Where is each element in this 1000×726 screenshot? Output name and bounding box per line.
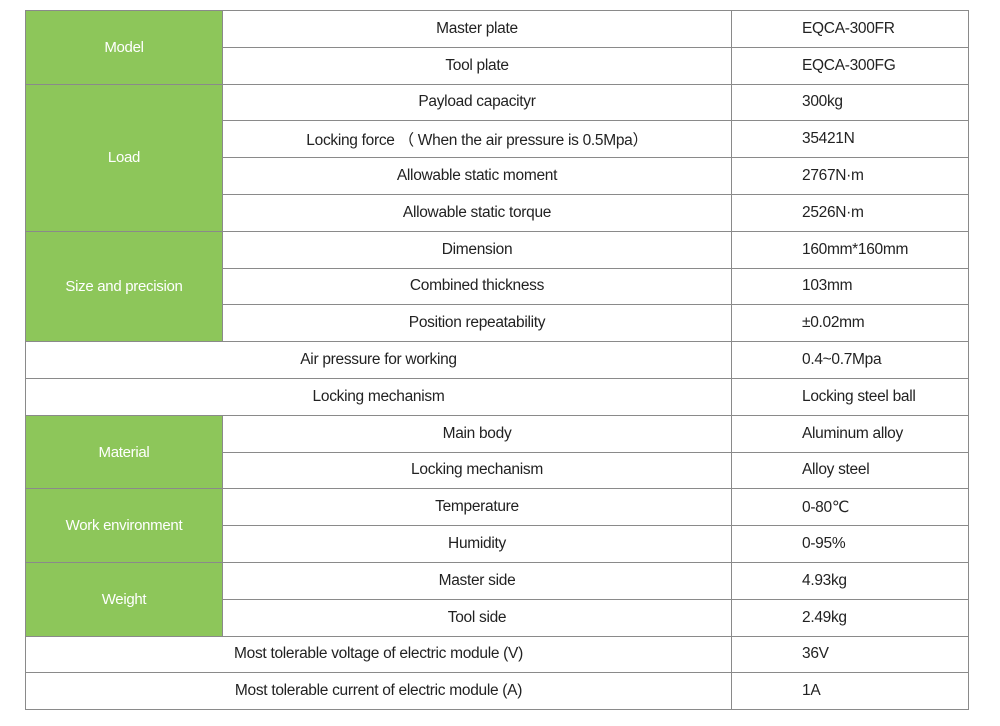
parameter: Tool plate bbox=[222, 46, 732, 85]
parameter: Locking mechanism bbox=[222, 451, 732, 490]
parameter: Most tolerable current of electric modul… bbox=[25, 672, 732, 711]
value: Aluminum alloy bbox=[731, 414, 969, 453]
value: 0-95% bbox=[731, 525, 969, 563]
value: EQCA-300FR bbox=[731, 10, 969, 48]
spec-row: Air pressure for working 0.4~0.7Mpa bbox=[25, 341, 969, 379]
spec-row: Position repeatability ±0.02mm bbox=[26, 304, 969, 343]
parameter: Payload capacityr bbox=[222, 83, 732, 122]
spec-row: Locking mechanism Alloy steel bbox=[26, 451, 969, 490]
value: 2767N·m bbox=[731, 157, 969, 195]
parameter: Dimension bbox=[222, 230, 732, 269]
parameter: Position repeatability bbox=[222, 304, 732, 343]
value: 160mm*160mm bbox=[731, 230, 969, 269]
spec-row: Combined thickness 103mm bbox=[26, 267, 969, 306]
value: EQCA-300FG bbox=[731, 46, 969, 85]
group-label: Weight bbox=[25, 561, 223, 637]
value: Alloy steel bbox=[731, 451, 969, 490]
value: 103mm bbox=[731, 267, 969, 306]
parameter: Allowable static torque bbox=[222, 193, 732, 232]
group-label: Model bbox=[25, 10, 223, 85]
group-label: Material bbox=[25, 414, 223, 490]
spec-row: Locking force （ When the air pressure is… bbox=[26, 120, 969, 159]
parameter: Allowable static moment bbox=[222, 157, 732, 195]
spec-row: Allowable static torque 2526N·m bbox=[26, 193, 969, 232]
parameter: Temperature bbox=[222, 488, 732, 527]
spec-row: Work environment Temperature 0-80℃ bbox=[25, 488, 969, 563]
parameter: Most tolerable voltage of electric modul… bbox=[25, 635, 732, 674]
value: 35421N bbox=[731, 120, 969, 159]
value: 4.93kg bbox=[731, 561, 969, 600]
spec-row: Tool plate EQCA-300FG bbox=[26, 46, 969, 85]
spec-table: Model Master plate EQCA-300FR Tool plate EQC… bbox=[25, 10, 969, 711]
spec-row: Locking mechanism Locking steel ball bbox=[25, 377, 969, 416]
parameter: Combined thickness bbox=[222, 267, 732, 306]
group-label: Size and precision bbox=[25, 230, 223, 343]
parameter: Tool side bbox=[222, 598, 732, 637]
spec-row: Load Payload capacityr 300kg bbox=[25, 83, 969, 232]
value: Locking steel ball bbox=[731, 377, 969, 416]
parameter: Air pressure for working bbox=[25, 341, 732, 379]
parameter: Main body bbox=[222, 414, 732, 453]
value: 2526N·m bbox=[731, 193, 969, 232]
spec-row: Allowable static moment 2767N·m bbox=[26, 157, 969, 195]
spec-row: Size and precision Dimension 160mm*160mm bbox=[25, 230, 969, 343]
spec-row: Humidity 0-95% bbox=[26, 525, 969, 563]
value: 300kg bbox=[731, 83, 969, 122]
value: 0.4~0.7Mpa bbox=[731, 341, 969, 379]
spec-row: Tool side 2.49kg bbox=[26, 598, 969, 637]
value: 0-80℃ bbox=[731, 488, 969, 527]
value: 1A bbox=[731, 672, 969, 711]
spec-row: Most tolerable current of electric modul… bbox=[25, 672, 969, 711]
value: ±0.02mm bbox=[731, 304, 969, 343]
group-label: Work environment bbox=[25, 488, 223, 563]
spec-row: Model Master plate EQCA-300FR bbox=[25, 10, 969, 85]
spec-row: Weight Master side 4.93kg bbox=[25, 561, 969, 637]
spec-row: Most tolerable voltage of electric modul… bbox=[25, 635, 969, 674]
spec-row: Material Main body Aluminum alloy bbox=[25, 414, 969, 490]
parameter: Locking force （ When the air pressure is… bbox=[222, 120, 732, 159]
group-label: Load bbox=[25, 83, 223, 232]
parameter: Locking mechanism bbox=[25, 377, 732, 416]
parameter: Humidity bbox=[222, 525, 732, 563]
value: 36V bbox=[731, 635, 969, 674]
parameter: Master side bbox=[222, 561, 732, 600]
value: 2.49kg bbox=[731, 598, 969, 637]
parameter: Master plate bbox=[222, 10, 732, 48]
